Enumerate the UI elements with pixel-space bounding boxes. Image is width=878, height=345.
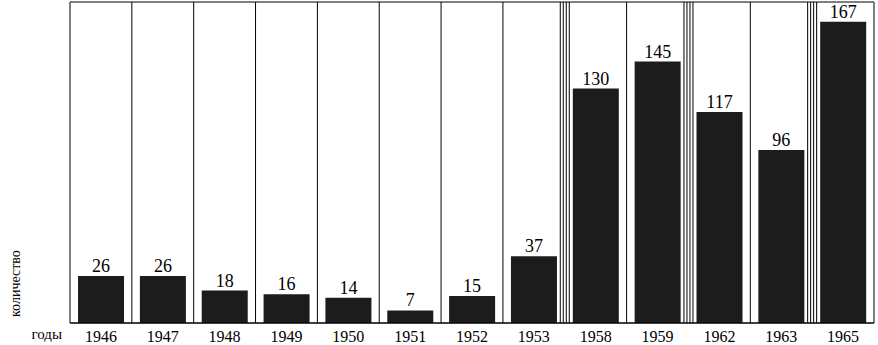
svg-text:130: 130 — [582, 69, 609, 89]
svg-text:15: 15 — [463, 276, 481, 296]
svg-text:1949: 1949 — [270, 328, 302, 345]
svg-text:96: 96 — [772, 130, 790, 150]
svg-text:1959: 1959 — [642, 328, 674, 345]
svg-text:18: 18 — [216, 271, 234, 291]
svg-text:1951: 1951 — [394, 328, 426, 345]
svg-text:26: 26 — [92, 256, 110, 276]
svg-text:1946: 1946 — [85, 328, 117, 345]
svg-text:годы: годы — [31, 326, 62, 342]
svg-text:1948: 1948 — [209, 328, 241, 345]
svg-text:26: 26 — [154, 256, 172, 276]
svg-text:1950: 1950 — [332, 328, 364, 345]
svg-text:1958: 1958 — [580, 328, 612, 345]
svg-text:117: 117 — [706, 92, 732, 112]
svg-text:1952: 1952 — [456, 328, 488, 345]
svg-text:1947: 1947 — [147, 328, 179, 345]
svg-text:16: 16 — [278, 274, 296, 294]
svg-text:1963: 1963 — [765, 328, 797, 345]
svg-text:7: 7 — [406, 290, 415, 310]
svg-text:14: 14 — [339, 278, 357, 298]
svg-text:167: 167 — [830, 2, 857, 22]
svg-text:37: 37 — [525, 236, 543, 256]
svg-text:1953: 1953 — [518, 328, 550, 345]
svg-text:количество: количество — [8, 250, 23, 317]
svg-text:1965: 1965 — [827, 328, 859, 345]
svg-text:1962: 1962 — [703, 328, 735, 345]
svg-text:145: 145 — [644, 42, 671, 62]
